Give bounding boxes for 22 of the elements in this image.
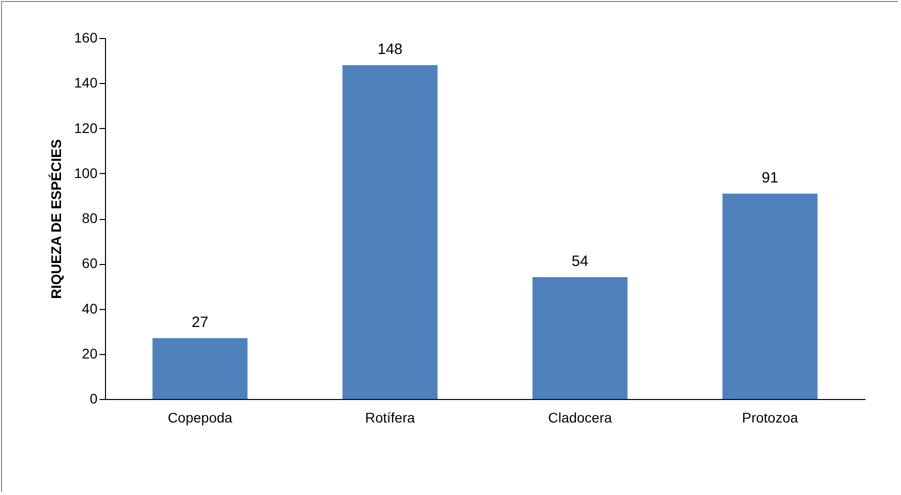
y-tick-label: 40 bbox=[82, 300, 98, 316]
x-tick-label: Copepoda bbox=[168, 410, 233, 426]
x-tick-label: Rotífera bbox=[365, 410, 416, 426]
data-label: 27 bbox=[192, 314, 208, 332]
y-tick-label: 100 bbox=[74, 164, 98, 181]
y-tick-label: 0 bbox=[90, 390, 98, 406]
y-tick-label: 60 bbox=[82, 255, 98, 272]
y-tick-label: 80 bbox=[82, 210, 98, 226]
data-label: 54 bbox=[572, 253, 588, 270]
y-axis-title: RIQUEZA DE ESPÉCIES bbox=[48, 139, 64, 299]
x-tick-label: Protozoa bbox=[742, 410, 798, 426]
bar bbox=[342, 65, 438, 399]
y-tick-label: 20 bbox=[82, 345, 98, 362]
y-tick-label: 160 bbox=[74, 30, 98, 46]
data-label: 91 bbox=[762, 170, 778, 187]
bar bbox=[532, 277, 628, 399]
data-label: 148 bbox=[377, 41, 403, 58]
y-tick-label: 140 bbox=[74, 74, 98, 91]
bar bbox=[152, 338, 248, 399]
x-tick-label: Cladocera bbox=[548, 410, 612, 426]
bar bbox=[722, 194, 818, 399]
y-tick-label: 120 bbox=[74, 120, 98, 136]
